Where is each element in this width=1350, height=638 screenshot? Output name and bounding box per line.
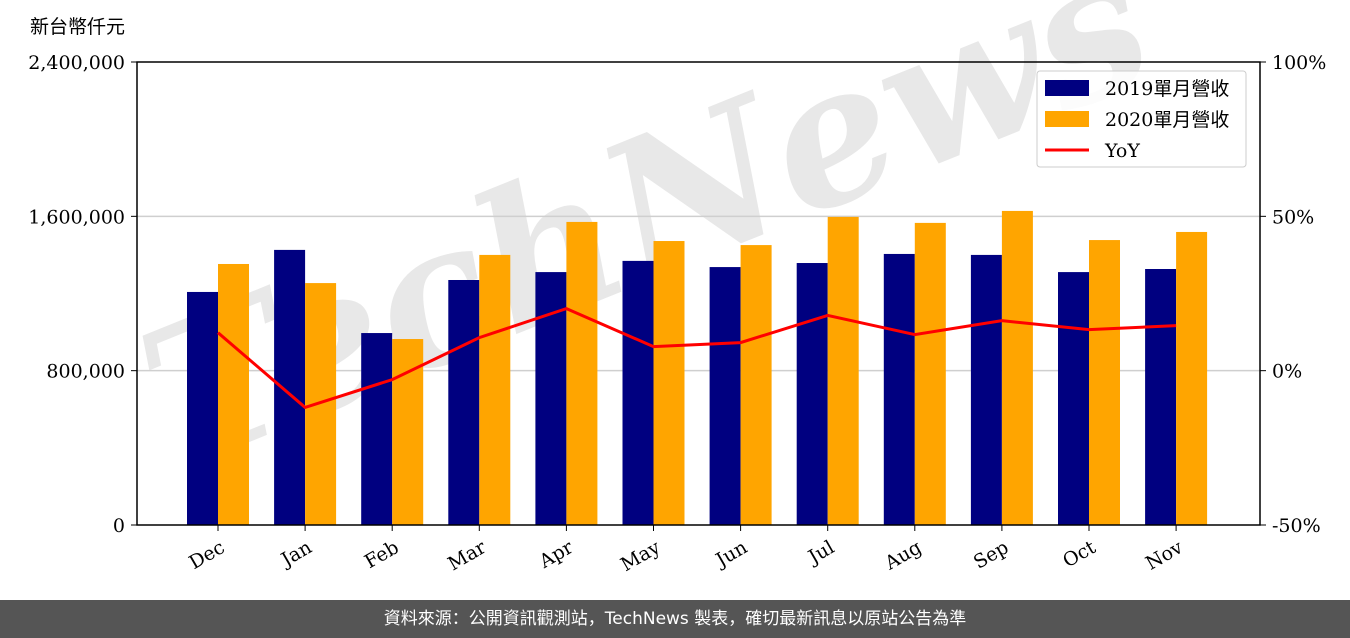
x-tick-label: May bbox=[617, 536, 664, 576]
legend-swatch bbox=[1045, 80, 1089, 96]
yoy-line bbox=[217, 307, 1177, 410]
x-tick-label: Oct bbox=[1059, 536, 1100, 572]
legend-box bbox=[1036, 70, 1247, 168]
bar-2019單月營收-Oct bbox=[1058, 272, 1089, 525]
plot-frame bbox=[136, 61, 1261, 526]
x-tick-label: Dec bbox=[185, 536, 228, 574]
y-tick-label: 2,400,000 bbox=[28, 52, 125, 74]
bar-2019單月營收-Mar bbox=[448, 279, 480, 525]
y2-tick-label: 0% bbox=[1272, 361, 1302, 383]
bar-2020單月營收-Apr bbox=[566, 221, 598, 525]
y-axis-unit-label: 新台幣仟元 bbox=[30, 16, 125, 38]
bar-2020單月營收-Nov bbox=[1176, 231, 1208, 525]
x-tick-label: Sep bbox=[970, 536, 1013, 573]
footer-source: 資料來源：公開資訊觀測站，TechNews 製表，確切最新訊息以原站公告為準 bbox=[0, 600, 1350, 638]
bar-2020單月營收-Feb bbox=[392, 339, 424, 525]
bar-2019單月營收-Sep bbox=[970, 254, 1002, 525]
bar-2020單月營收-Jul bbox=[827, 216, 859, 525]
bar-2020單月營收-May bbox=[653, 241, 685, 525]
bar-2019單月營收-Jun bbox=[709, 267, 741, 525]
bar-2019單月營收-Dec bbox=[187, 291, 218, 525]
bar-2020單月營收-Dec bbox=[218, 263, 249, 525]
bar-2020單月營收-Jan bbox=[305, 283, 337, 525]
x-tick-label: Aug bbox=[880, 536, 925, 575]
legend-swatch bbox=[1045, 111, 1089, 127]
y-tick-label: 800,000 bbox=[46, 361, 125, 383]
x-tick-label: Feb bbox=[361, 536, 403, 573]
y2-tick-label: 50% bbox=[1272, 206, 1314, 228]
chart: TechNews0800,0001,600,0002,400,000-50%0%… bbox=[28, 0, 1326, 576]
x-tick-label: Mar bbox=[444, 536, 490, 575]
bar-2019單月營收-May bbox=[622, 260, 654, 525]
legend-label: YoY bbox=[1104, 140, 1140, 162]
bar-2019單月營收-Aug bbox=[883, 253, 915, 525]
y-tick-label: 0 bbox=[113, 515, 125, 537]
bar-2020單月營收-Aug bbox=[914, 222, 946, 525]
x-tick-label: Jun bbox=[711, 536, 752, 572]
y2-tick-label: -50% bbox=[1272, 515, 1321, 537]
bar-2019單月營收-Feb bbox=[361, 333, 393, 525]
bar-2020單月營收-Sep bbox=[1001, 210, 1033, 525]
bar-2020單月營收-Oct bbox=[1089, 240, 1120, 526]
x-tick-label: Nov bbox=[1142, 536, 1187, 575]
bar-2020單月營收-Mar bbox=[479, 254, 511, 525]
legend-label: 2019單月營收 bbox=[1105, 78, 1229, 100]
x-tick-label: Jan bbox=[276, 536, 316, 572]
bar-2019單月營收-Jan bbox=[274, 249, 306, 526]
bar-2019單月營收-Jul bbox=[796, 263, 828, 525]
x-tick-label: Jul bbox=[803, 536, 838, 569]
bar-2019單月營收-Nov bbox=[1145, 268, 1177, 525]
bar-2020單月營收-Jun bbox=[740, 245, 772, 525]
x-tick-label: Apr bbox=[535, 536, 578, 573]
y-tick-label: 1,600,000 bbox=[28, 206, 125, 228]
legend-label: 2020單月營收 bbox=[1105, 109, 1229, 131]
y2-tick-label: 100% bbox=[1272, 52, 1326, 74]
